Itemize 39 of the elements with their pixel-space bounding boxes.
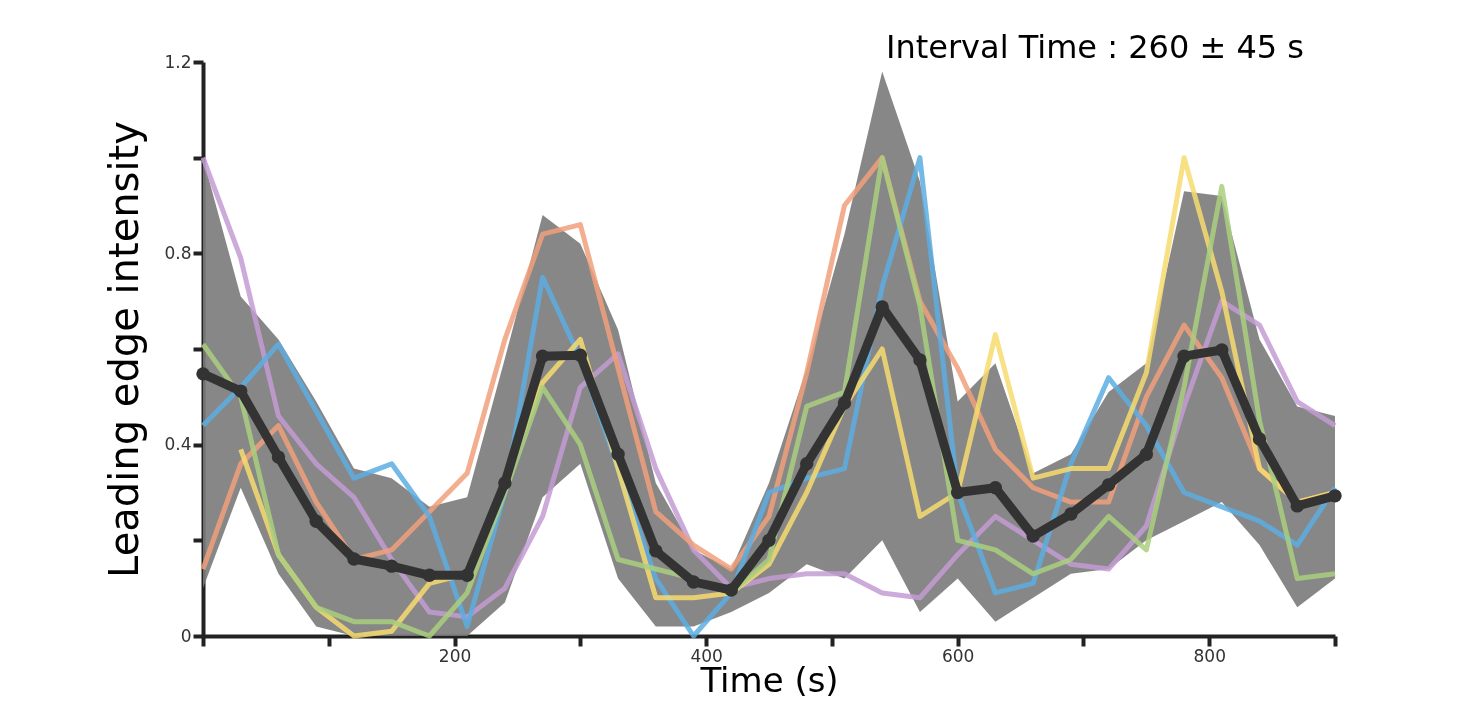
- point: [800, 457, 814, 471]
- point: [498, 476, 512, 490]
- point: [1026, 529, 1040, 543]
- annotation: Interval Time : 260 ± 45 s: [886, 28, 1304, 66]
- point: [913, 353, 927, 367]
- y-tick-label: 1.2: [164, 51, 192, 72]
- point: [573, 348, 588, 362]
- point: [460, 568, 474, 582]
- point: [1064, 507, 1078, 521]
- point: [535, 349, 550, 363]
- point: [384, 559, 399, 573]
- x-tick-label: 800: [1193, 645, 1226, 666]
- y-axis-title: Leading edge intensity: [101, 121, 148, 578]
- point: [686, 575, 701, 589]
- y-tick-label: 0.4: [164, 434, 192, 455]
- x-tick-label: 600: [941, 645, 975, 666]
- point: [271, 450, 286, 464]
- point: [422, 568, 437, 582]
- point: [1215, 343, 1229, 357]
- point: [649, 544, 663, 558]
- point: [988, 481, 1003, 495]
- point: [347, 552, 361, 566]
- x-tick-label: 200: [438, 645, 472, 666]
- y-tick-label: 0.8: [164, 242, 192, 263]
- point: [196, 367, 210, 381]
- point: [1101, 478, 1116, 492]
- point: [1252, 432, 1267, 446]
- point: [724, 583, 738, 597]
- point: [1177, 349, 1191, 363]
- point: [1328, 489, 1342, 503]
- point: [950, 485, 965, 500]
- point: [1290, 499, 1304, 513]
- y-tick-label: 0: [180, 625, 192, 646]
- point: [611, 447, 625, 461]
- point: [837, 396, 852, 410]
- point: [309, 514, 323, 528]
- point: [234, 384, 248, 398]
- point: [1139, 447, 1154, 461]
- point: [762, 533, 776, 548]
